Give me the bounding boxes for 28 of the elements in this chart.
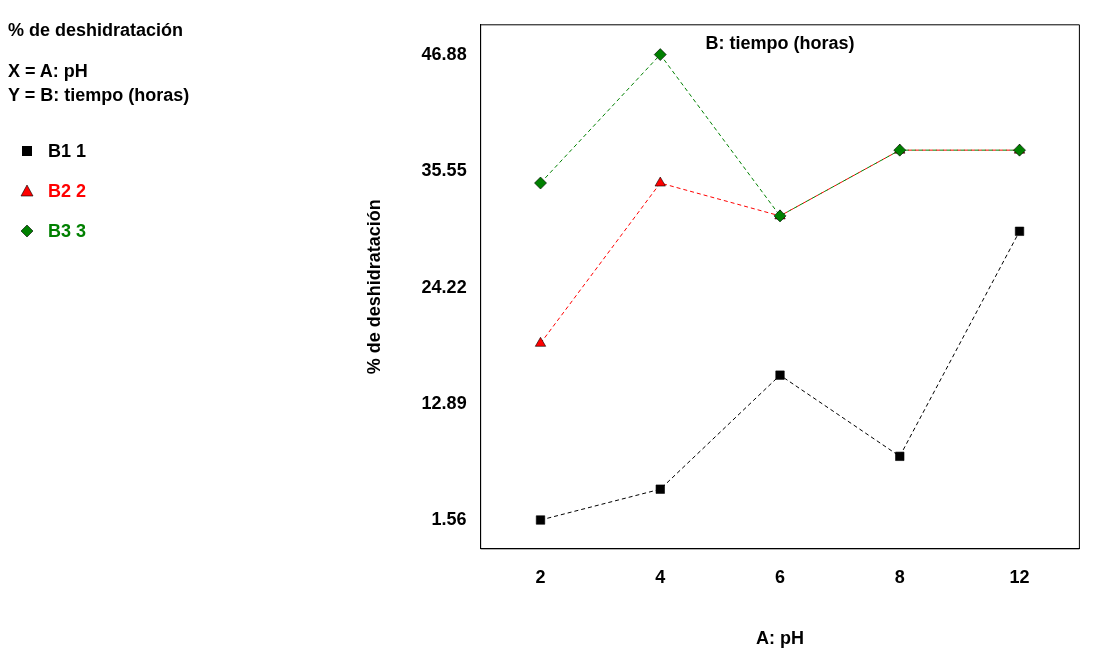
x-axis-title: A: pH bbox=[756, 628, 805, 649]
point bbox=[653, 48, 667, 61]
text: Y = B: tiempo (horas) bbox=[8, 84, 191, 107]
y-tick-label: 1.56 bbox=[431, 509, 467, 530]
y-tick-label: 12.89 bbox=[421, 393, 467, 413]
point bbox=[895, 451, 905, 461]
y-tick-label: 46.88 bbox=[421, 43, 467, 64]
x-tick-label: 12 bbox=[1009, 566, 1030, 587]
y-tick-label: 35.55 bbox=[421, 160, 467, 181]
point bbox=[654, 176, 666, 187]
text: % de deshidratación bbox=[8, 20, 185, 41]
x-tick-label: 2 bbox=[535, 566, 546, 587]
point bbox=[775, 370, 785, 380]
legend-label: B3 3 bbox=[48, 220, 87, 242]
point bbox=[535, 337, 547, 347]
point bbox=[1014, 226, 1025, 236]
text: X = A: pH bbox=[8, 60, 89, 83]
y-axis-title: % de deshidratación bbox=[363, 199, 384, 375]
legend-label: B2 2 bbox=[48, 180, 87, 202]
point bbox=[655, 484, 665, 494]
x-tick-label: 8 bbox=[894, 566, 905, 587]
y-tick-label: 24.22 bbox=[421, 276, 467, 297]
x-tick-label: 6 bbox=[775, 566, 786, 587]
x-tick-label: 4 bbox=[655, 566, 666, 587]
point bbox=[535, 515, 546, 525]
legend-label: B1 1 bbox=[48, 140, 87, 162]
text: B: tiempo (horas) bbox=[705, 32, 855, 53]
point bbox=[534, 176, 547, 190]
